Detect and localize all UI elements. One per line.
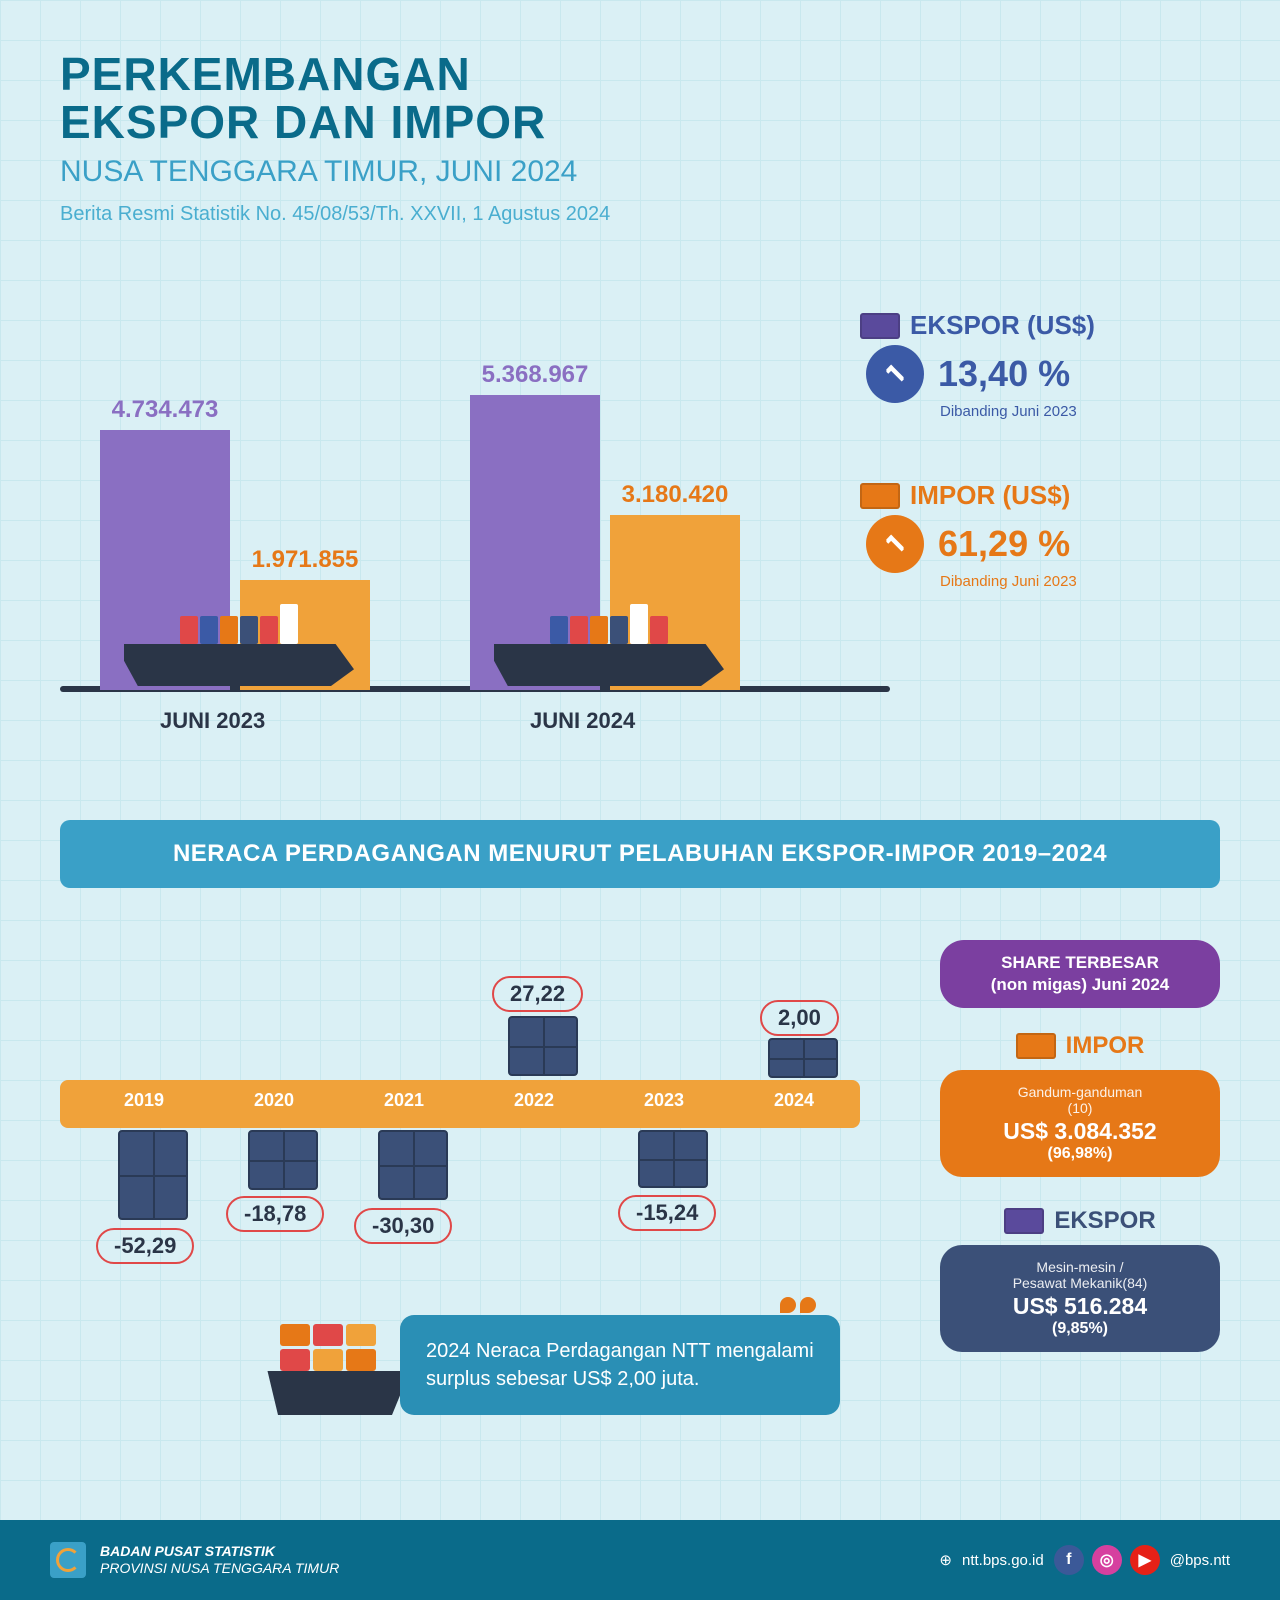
series-box-icon — [378, 1130, 448, 1200]
series-value-pill: 2,00 — [760, 1000, 839, 1036]
series-axis — [60, 1080, 860, 1128]
share-pct: (96,98%) — [958, 1145, 1202, 1163]
indicator-ekspor: EKSPOR (US$) 13,40 % Dibanding Juni 2023 — [860, 310, 1220, 420]
share-desc: Mesin-mesin /Pesawat Mekanik(84) — [958, 1259, 1202, 1291]
title-line1: PERKEMBANGAN — [60, 50, 1220, 98]
series-box-icon — [768, 1038, 838, 1078]
series-value-pill: 27,22 — [492, 976, 583, 1012]
container-icon — [1016, 1033, 1056, 1059]
container-icon — [1004, 1208, 1044, 1234]
balance-series: 201920202021202220232024-52,29-18,78-30,… — [60, 930, 860, 1250]
share-pct: (9,85%) — [958, 1320, 1202, 1338]
share-value: US$ 516.284 — [958, 1293, 1202, 1320]
bar-year-label: JUNI 2023 — [160, 708, 265, 734]
arrow-up-icon — [866, 515, 924, 573]
container-icon — [860, 313, 900, 339]
footer-url: ntt.bps.go.id — [962, 1552, 1044, 1569]
indicator-panel: EKSPOR (US$) 13,40 % Dibanding Juni 2023… — [860, 310, 1220, 650]
title-line2: EKSPOR DAN IMPOR — [60, 98, 1220, 146]
indicator-title: IMPOR (US$) — [910, 480, 1070, 511]
series-year: 2022 — [514, 1090, 554, 1118]
indicator-note: Dibanding Juni 2023 — [940, 403, 1220, 420]
ship-icon — [124, 596, 354, 686]
share-ekspor-label: EKSPOR — [940, 1207, 1220, 1235]
youtube-icon[interactable]: ▶ — [1130, 1545, 1160, 1575]
footer-right: ⊕ ntt.bps.go.id f ◎ ▶ @bps.ntt — [939, 1545, 1230, 1575]
share-impor-label: IMPOR — [940, 1032, 1220, 1060]
facebook-icon[interactable]: f — [1054, 1545, 1084, 1575]
series-box-icon — [638, 1130, 708, 1188]
indicator-title: EKSPOR (US$) — [910, 310, 1095, 341]
title-sub: NUSA TENGGARA TIMUR, JUNI 2024 — [60, 155, 1220, 189]
bps-logo-icon — [50, 1542, 86, 1578]
globe-icon: ⊕ — [939, 1551, 952, 1569]
footer-handle: @bps.ntt — [1170, 1552, 1230, 1569]
bar-year-label: JUNI 2024 — [530, 708, 635, 734]
series-year: 2019 — [124, 1090, 164, 1118]
series-box-icon — [508, 1016, 578, 1076]
indicator-percent: 13,40 % — [938, 353, 1070, 395]
series-value-pill: -15,24 — [618, 1195, 716, 1231]
series-value-pill: -18,78 — [226, 1196, 324, 1232]
footer: BADAN PUSAT STATISTIKPROVINSI NUSA TENGG… — [0, 1520, 1280, 1600]
series-year: 2021 — [384, 1090, 424, 1118]
ship-icon — [494, 596, 724, 686]
instagram-icon[interactable]: ◎ — [1092, 1545, 1122, 1575]
bar-chart: 4.734.4731.971.855JUNI 20235.368.9673.18… — [80, 330, 830, 750]
series-year: 2024 — [774, 1090, 814, 1118]
indicator-note: Dibanding Juni 2023 — [940, 573, 1220, 590]
series-year: 2020 — [254, 1090, 294, 1118]
share-desc: Gandum-ganduman(10) — [958, 1084, 1202, 1116]
share-impor-card: Gandum-ganduman(10) US$ 3.084.352 (96,98… — [940, 1070, 1220, 1177]
series-year: 2023 — [644, 1090, 684, 1118]
share-panel: SHARE TERBESAR(non migas) Juni 2024 IMPO… — [940, 940, 1220, 1382]
series-box-icon — [248, 1130, 318, 1190]
share-ekspor-card: Mesin-mesin /Pesawat Mekanik(84) US$ 516… — [940, 1245, 1220, 1352]
footer-left: BADAN PUSAT STATISTIKPROVINSI NUSA TENGG… — [50, 1542, 339, 1578]
series-value-pill: -52,29 — [96, 1228, 194, 1264]
container-icon — [860, 483, 900, 509]
series-box-icon — [118, 1130, 188, 1220]
quote-icon — [780, 1297, 816, 1321]
indicator-percent: 61,29 % — [938, 523, 1070, 565]
indicator-impor: IMPOR (US$) 61,29 % Dibanding Juni 2023 — [860, 480, 1220, 590]
callout-box: 2024 Neraca Perdagangan NTT mengalami su… — [400, 1315, 840, 1415]
series-value-pill: -30,30 — [354, 1208, 452, 1244]
title-cite: Berita Resmi Statistik No. 45/08/53/Th. … — [60, 203, 1220, 226]
header: PERKEMBANGAN EKSPOR DAN IMPOR NUSA TENGG… — [0, 0, 1280, 226]
share-title: SHARE TERBESAR(non migas) Juni 2024 — [940, 940, 1220, 1008]
ship-icon — [260, 1305, 410, 1415]
arrow-up-icon — [866, 345, 924, 403]
section-banner: NERACA PERDAGANGAN MENURUT PELABUHAN EKS… — [60, 820, 1220, 888]
footer-org: BADAN PUSAT STATISTIKPROVINSI NUSA TENGG… — [100, 1543, 339, 1577]
share-value: US$ 3.084.352 — [958, 1118, 1202, 1145]
